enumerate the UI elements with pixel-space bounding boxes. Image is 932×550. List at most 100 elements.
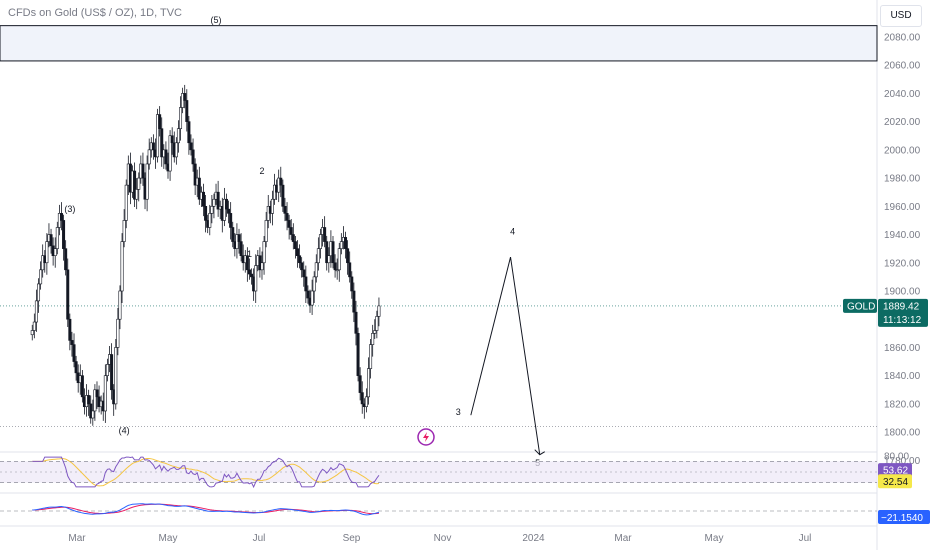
wave-labels: (3)(4)(5)12345 xyxy=(64,15,540,468)
rsi-ma-line xyxy=(32,457,380,487)
candle xyxy=(39,261,43,290)
candle-body xyxy=(339,241,343,249)
currency-button[interactable]: USD xyxy=(880,5,922,27)
candle-body xyxy=(145,163,149,200)
candle-body xyxy=(185,100,189,122)
candle xyxy=(366,357,370,405)
last-price-label: 1889.42 xyxy=(883,301,920,312)
candle-body xyxy=(312,276,316,292)
candle-body xyxy=(105,364,109,376)
rsi-ma-badge xyxy=(878,474,912,489)
candle-body xyxy=(239,241,243,257)
candle-body xyxy=(356,333,360,376)
candle-body xyxy=(49,234,53,247)
price-tick-label: 2020.00 xyxy=(884,117,921,128)
candle-body xyxy=(74,361,78,374)
candle xyxy=(118,285,122,330)
candle xyxy=(30,324,34,341)
candle-body xyxy=(210,206,214,214)
candle-body xyxy=(174,142,178,158)
price-tick-label: 2040.00 xyxy=(884,89,921,100)
candle xyxy=(331,235,335,269)
candle-body xyxy=(245,255,249,271)
price-tick-label: 1820.00 xyxy=(884,399,921,410)
candle xyxy=(229,202,233,240)
candle-body xyxy=(176,128,180,144)
candle-body xyxy=(222,198,226,221)
candle xyxy=(325,235,329,271)
price-tick-label: 1940.00 xyxy=(884,230,921,241)
candle-body xyxy=(193,163,197,186)
candle xyxy=(105,358,109,382)
candle xyxy=(72,333,76,368)
candle xyxy=(250,268,254,285)
time-tick-label: Mar xyxy=(68,533,86,544)
candle xyxy=(287,214,291,240)
candle-body xyxy=(68,318,72,341)
last-price-badge xyxy=(878,298,928,327)
candle-body xyxy=(216,191,220,210)
candle-body xyxy=(262,241,266,264)
candle xyxy=(164,141,168,170)
candle xyxy=(293,235,297,259)
candle xyxy=(74,355,78,381)
candle-body xyxy=(304,276,308,292)
candle xyxy=(202,183,206,217)
candle-body xyxy=(37,283,41,302)
macd-pane xyxy=(0,503,877,516)
candle-body xyxy=(62,220,66,249)
candle xyxy=(258,247,262,278)
candle-body xyxy=(325,241,329,264)
time-tick-label: 2024 xyxy=(522,533,545,544)
resistance-zone xyxy=(0,25,878,427)
candle xyxy=(49,228,53,254)
candle xyxy=(59,202,63,231)
candle xyxy=(168,130,172,181)
candle-body xyxy=(270,198,274,214)
candle xyxy=(264,211,268,248)
candle xyxy=(354,300,358,346)
candle xyxy=(137,172,141,202)
candle-body xyxy=(80,375,84,398)
candlestick-series xyxy=(30,84,381,426)
candle-body xyxy=(360,392,364,405)
candle xyxy=(176,120,180,153)
candle-body xyxy=(137,177,141,190)
candle-body xyxy=(204,206,208,221)
candle xyxy=(291,223,295,250)
candle-body xyxy=(264,220,268,242)
candle-body xyxy=(212,198,216,207)
candle xyxy=(348,251,352,283)
price-tick-label: 2060.00 xyxy=(884,61,921,72)
candle xyxy=(369,338,373,379)
candle xyxy=(103,364,107,423)
candle-body xyxy=(260,262,264,271)
candle xyxy=(375,310,379,339)
candle-body xyxy=(279,177,283,186)
candle-body xyxy=(337,248,341,271)
candle-body xyxy=(287,220,291,228)
candle xyxy=(37,278,41,313)
candle-body xyxy=(39,269,43,285)
candle xyxy=(227,200,231,224)
candle-body xyxy=(160,128,164,158)
candle-body xyxy=(187,121,191,144)
candle-body xyxy=(369,344,373,369)
candle xyxy=(87,389,91,416)
candle-body xyxy=(318,234,322,249)
lightning-icon[interactable] xyxy=(417,428,435,446)
candle-body xyxy=(147,149,151,165)
candle xyxy=(70,331,74,357)
candle xyxy=(300,257,304,278)
candle xyxy=(120,233,124,303)
wave-label: 3 xyxy=(456,407,461,417)
macd-signal-line xyxy=(32,503,379,515)
time-tick-label: Mar xyxy=(614,533,632,544)
candle-body xyxy=(295,248,299,257)
candle xyxy=(344,231,348,259)
candle-body xyxy=(229,213,233,228)
candle-body xyxy=(371,333,375,345)
candle xyxy=(245,247,249,282)
